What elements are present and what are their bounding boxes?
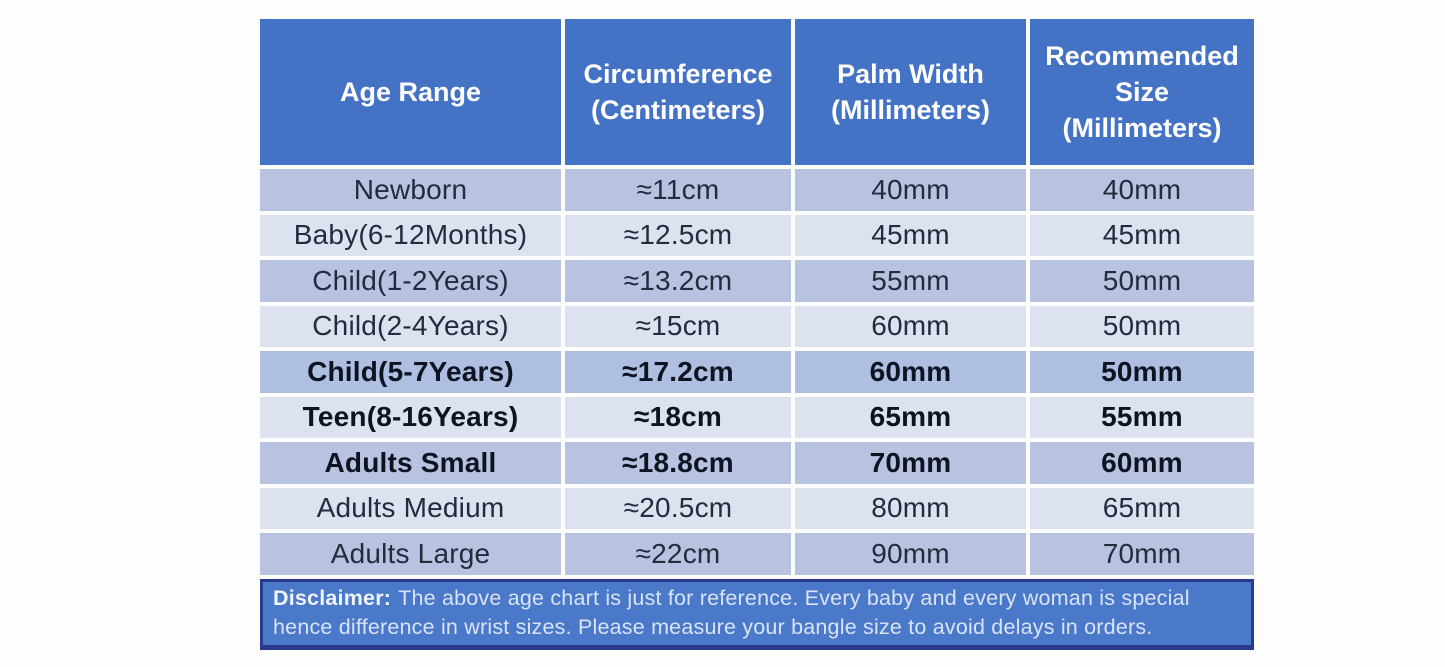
disclaimer-text: The above age chart is just for referenc…	[273, 585, 1190, 639]
circumference-cell: ≈11cm	[565, 169, 791, 211]
table-header-row: Age Range Circumference (Centimeters) Pa…	[260, 19, 1254, 165]
palm-width-cell: 60mm	[795, 305, 1026, 347]
table-row: Teen(8-16Years) ≈18cm 65mm 55mm	[260, 396, 1254, 438]
age-range-cell: Child(5-7Years)	[260, 351, 561, 393]
age-range-cell: Teen(8-16Years)	[260, 396, 561, 438]
circumference-cell: ≈15cm	[565, 305, 791, 347]
recommended-size-cell: 45mm	[1030, 214, 1254, 256]
table-row: Newborn ≈11cm 40mm 40mm	[260, 169, 1254, 211]
recommended-size-cell: 50mm	[1030, 260, 1254, 302]
bangle-size-chart: Age Range Circumference (Centimeters) Pa…	[260, 19, 1254, 650]
recommended-size-cell: 50mm	[1030, 305, 1254, 347]
palm-width-cell: 80mm	[795, 487, 1026, 529]
size-chart-table: Age Range Circumference (Centimeters) Pa…	[260, 19, 1254, 579]
age-range-cell: Child(2-4Years)	[260, 305, 561, 347]
table-row: Child(5-7Years) ≈17.2cm 60mm 50mm	[260, 351, 1254, 393]
circumference-cell: ≈18cm	[565, 396, 791, 438]
circumference-cell: ≈20.5cm	[565, 487, 791, 529]
circumference-cell: ≈18.8cm	[565, 442, 791, 484]
recommended-size-cell: 40mm	[1030, 169, 1254, 211]
table-row: Child(2-4Years) ≈15cm 60mm 50mm	[260, 305, 1254, 347]
age-range-cell: Adults Small	[260, 442, 561, 484]
recommended-size-cell: 65mm	[1030, 487, 1254, 529]
age-range-cell: Baby(6-12Months)	[260, 214, 561, 256]
age-range-cell: Child(1-2Years)	[260, 260, 561, 302]
header-cell-circumference: Circumference (Centimeters)	[565, 19, 791, 165]
disclaimer-label: Disclaimer:	[273, 585, 392, 610]
palm-width-cell: 60mm	[795, 351, 1026, 393]
age-range-cell: Adults Medium	[260, 487, 561, 529]
header-cell-recommended-size: Recommended Size (Millimeters)	[1030, 19, 1254, 165]
palm-width-cell: 45mm	[795, 214, 1026, 256]
circumference-cell: ≈17.2cm	[565, 351, 791, 393]
header-cell-palm-width: Palm Width (Millimeters)	[795, 19, 1026, 165]
palm-width-cell: 40mm	[795, 169, 1026, 211]
age-range-cell: Adults Large	[260, 533, 561, 575]
recommended-size-cell: 60mm	[1030, 442, 1254, 484]
recommended-size-cell: 55mm	[1030, 396, 1254, 438]
circumference-cell: ≈13.2cm	[565, 260, 791, 302]
header-cell-age-range: Age Range	[260, 19, 561, 165]
recommended-size-cell: 70mm	[1030, 533, 1254, 575]
disclaimer-banner: Disclaimer: The above age chart is just f…	[260, 578, 1254, 650]
table-row: Baby(6-12Months) ≈12.5cm 45mm 45mm	[260, 214, 1254, 256]
palm-width-cell: 70mm	[795, 442, 1026, 484]
palm-width-cell: 90mm	[795, 533, 1026, 575]
table-row: Adults Small ≈18.8cm 70mm 60mm	[260, 442, 1254, 484]
recommended-size-cell: 50mm	[1030, 351, 1254, 393]
table-row: Child(1-2Years) ≈13.2cm 55mm 50mm	[260, 260, 1254, 302]
circumference-cell: ≈12.5cm	[565, 214, 791, 256]
palm-width-cell: 65mm	[795, 396, 1026, 438]
age-range-cell: Newborn	[260, 169, 561, 211]
table-row: Adults Large ≈22cm 90mm 70mm	[260, 533, 1254, 575]
palm-width-cell: 55mm	[795, 260, 1026, 302]
table-row: Adults Medium ≈20.5cm 80mm 65mm	[260, 487, 1254, 529]
circumference-cell: ≈22cm	[565, 533, 791, 575]
